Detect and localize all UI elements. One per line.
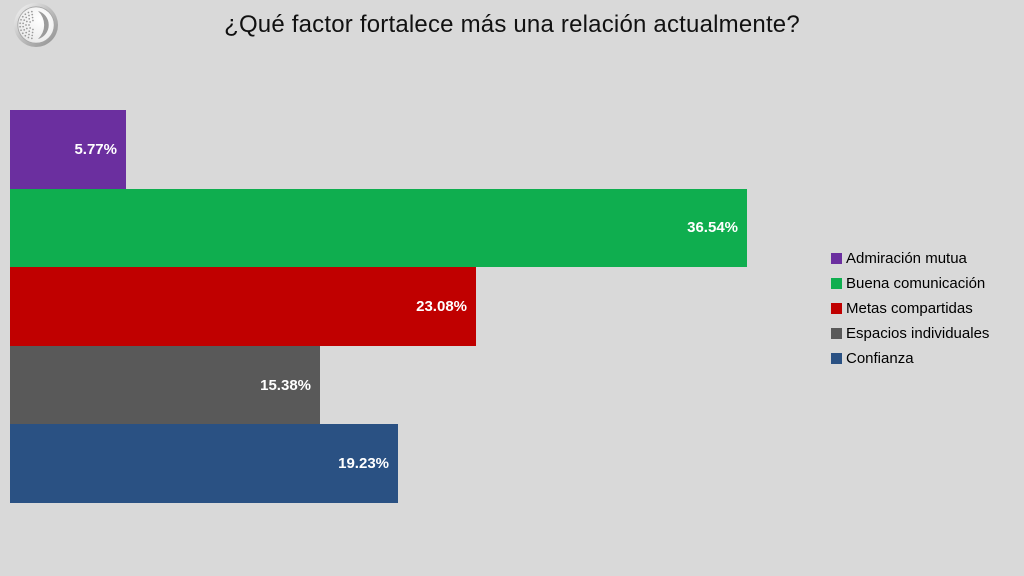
- legend-swatch-icon: [831, 353, 842, 364]
- bar-value-label: 36.54%: [687, 219, 738, 237]
- legend-item: Admiración mutua: [831, 246, 989, 271]
- legend-swatch-icon: [831, 303, 842, 314]
- bar-row: 36.54%: [10, 188, 817, 268]
- legend-item: Confianza: [831, 346, 989, 371]
- bar-4: 19.23%: [10, 424, 398, 503]
- legend-item: Metas compartidas: [831, 296, 989, 321]
- legend-label: Espacios individuales: [846, 325, 990, 342]
- bar-1: 36.54%: [10, 188, 747, 268]
- bar-value-label: 15.38%: [260, 376, 311, 394]
- legend-label: Buena comunicación: [846, 275, 986, 292]
- legend-label: Metas compartidas: [846, 300, 973, 317]
- bar-2: 23.08%: [10, 267, 476, 346]
- legend-label: Confianza: [846, 350, 914, 367]
- bar-value-label: 5.77%: [74, 140, 117, 158]
- legend-item: Buena comunicación: [831, 271, 989, 296]
- bar-row: 15.38%: [10, 345, 817, 425]
- bar-3: 15.38%: [10, 345, 320, 425]
- chart-title: ¿Qué factor fortalece más una relación a…: [224, 11, 800, 38]
- legend-swatch-icon: [831, 278, 842, 289]
- plot-area: 5.77% 36.54% 23.08% 15.38% 19.23%: [10, 110, 817, 503]
- bar-value-label: 19.23%: [338, 455, 389, 473]
- legend-swatch-icon: [831, 253, 842, 264]
- bar-row: 19.23%: [10, 424, 817, 503]
- legend-swatch-icon: [831, 328, 842, 339]
- coin-logo-icon: [14, 3, 58, 47]
- legend-label: Admiración mutua: [846, 250, 967, 267]
- bar-0: 5.77%: [10, 110, 126, 189]
- bar-row: 5.77%: [10, 110, 817, 189]
- bar-row: 23.08%: [10, 267, 817, 346]
- legend-item: Espacios individuales: [831, 321, 989, 346]
- legend: Admiración mutua Buena comunicación Metas …: [831, 246, 989, 371]
- bar-value-label: 23.08%: [416, 297, 467, 315]
